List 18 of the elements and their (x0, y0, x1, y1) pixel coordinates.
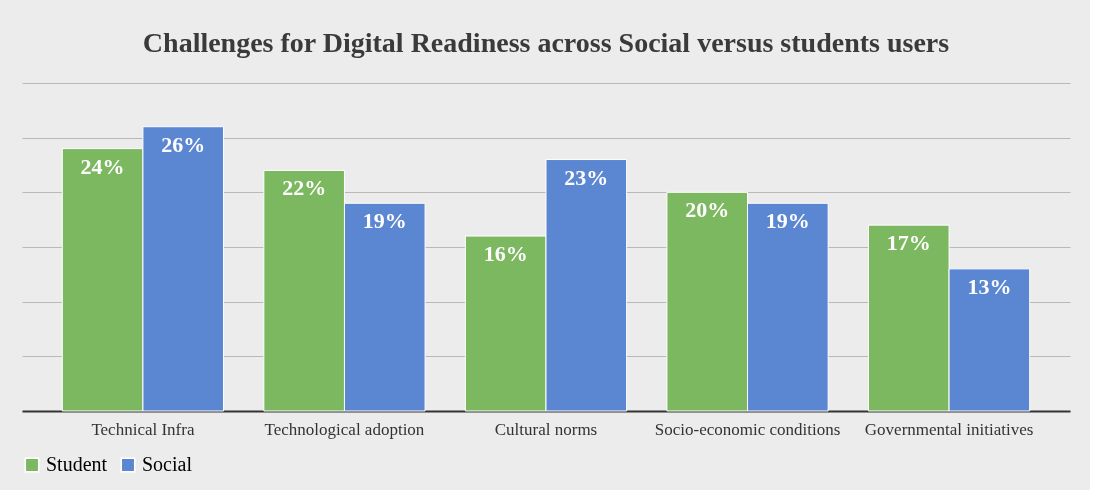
x-tick-label: Technical Infra (91, 419, 195, 439)
legend-label: Student (46, 453, 108, 475)
data-label: 19% (765, 208, 810, 234)
data-label: 13% (967, 273, 1012, 299)
data-label: 22% (282, 175, 327, 201)
x-tick-label: Cultural norms (494, 419, 598, 439)
x-tick-label: Governmental initiatives (864, 419, 1034, 439)
data-label: 26% (161, 131, 206, 157)
chart-title: Challenges for Digital Readiness across Social versus students users (142, 27, 950, 58)
data-label: 17% (886, 230, 931, 256)
data-label: 20% (685, 197, 730, 223)
x-tick-label: Socio-economic conditions (654, 419, 841, 439)
data-label: 24% (80, 153, 125, 179)
legend-label: Social (142, 453, 193, 475)
data-label: 16% (483, 241, 528, 267)
data-label: 23% (564, 164, 609, 190)
x-tick-label: Technological adoption (264, 419, 425, 439)
data-label: 19% (362, 208, 407, 234)
